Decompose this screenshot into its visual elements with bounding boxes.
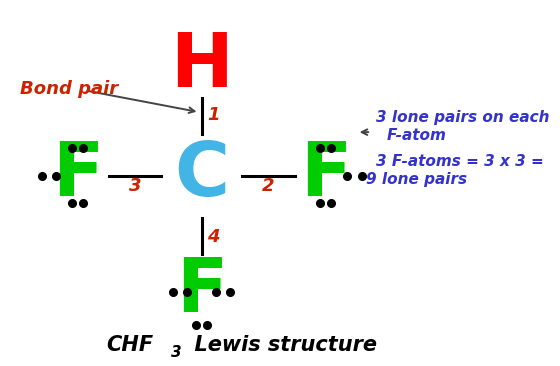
Text: 3: 3 [129, 177, 141, 195]
Text: F-atom: F-atom [386, 128, 446, 143]
Text: 3 lone pairs on each: 3 lone pairs on each [376, 110, 549, 125]
Text: 4: 4 [207, 228, 220, 246]
Text: 9 lone pairs: 9 lone pairs [366, 172, 467, 187]
Text: H: H [170, 30, 233, 103]
Text: C: C [174, 139, 229, 212]
Text: F: F [176, 255, 227, 328]
Text: 2: 2 [262, 177, 275, 195]
Text: 1: 1 [207, 106, 220, 124]
Text: F: F [52, 139, 104, 212]
Text: Lewis structure: Lewis structure [180, 335, 377, 355]
Text: CHF: CHF [106, 335, 153, 355]
Text: Bond pair: Bond pair [21, 79, 119, 98]
Text: 3: 3 [171, 345, 181, 360]
Text: F: F [300, 139, 351, 212]
Text: 3 F-atoms = 3 x 3 =: 3 F-atoms = 3 x 3 = [376, 154, 544, 169]
